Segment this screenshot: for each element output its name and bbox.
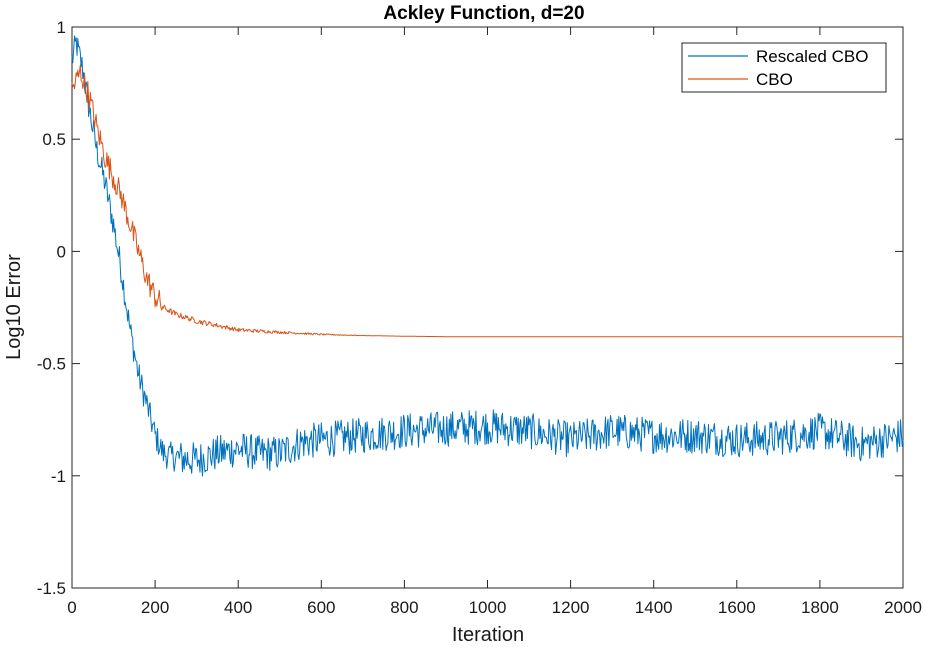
chart-title: Ackley Function, d=20: [383, 3, 584, 24]
x-axis-label: Iteration: [452, 624, 524, 646]
legend: Rescaled CBO CBO: [681, 42, 887, 93]
y-tick-label: -1.5: [37, 579, 66, 598]
x-tick-label: 600: [307, 598, 335, 617]
x-tick-label: 1000: [469, 598, 507, 617]
plot-area: [71, 26, 904, 589]
series-line-rescaled-cbo: [71, 35, 904, 477]
y-tick-label: 0.5: [42, 130, 66, 149]
y-tick-label: -0.5: [37, 355, 66, 374]
axis-ticks: [71, 26, 904, 589]
x-tick-label: 1600: [718, 598, 756, 617]
y-axis-tick-labels: 1 0.5 0 -0.5 -1 -1.5: [37, 18, 66, 598]
x-tick-label: 2000: [884, 598, 922, 617]
x-tick-label: 800: [390, 598, 418, 617]
x-tick-label: 400: [224, 598, 252, 617]
x-tick-label: 1400: [635, 598, 673, 617]
legend-label-cbo: CBO: [756, 70, 793, 89]
series-line-cbo: [71, 64, 903, 338]
x-tick-label: 1800: [801, 598, 839, 617]
x-tick-label: 0: [67, 598, 76, 617]
x-axis-tick-labels: 0 200 400 600 800 1000 1200 1400 1600 1800 2000: [67, 598, 922, 617]
x-tick-label: 1200: [552, 598, 590, 617]
series-layer: [71, 35, 904, 477]
legend-label-rescaled-cbo: Rescaled CBO: [756, 47, 868, 66]
y-axis-label: Log10 Error: [3, 254, 25, 360]
y-tick-label: 0: [57, 242, 66, 261]
y-tick-label: -1: [51, 467, 66, 486]
x-tick-label: 200: [141, 598, 169, 617]
legend-box: [681, 42, 887, 93]
y-tick-label: 1: [57, 18, 66, 37]
